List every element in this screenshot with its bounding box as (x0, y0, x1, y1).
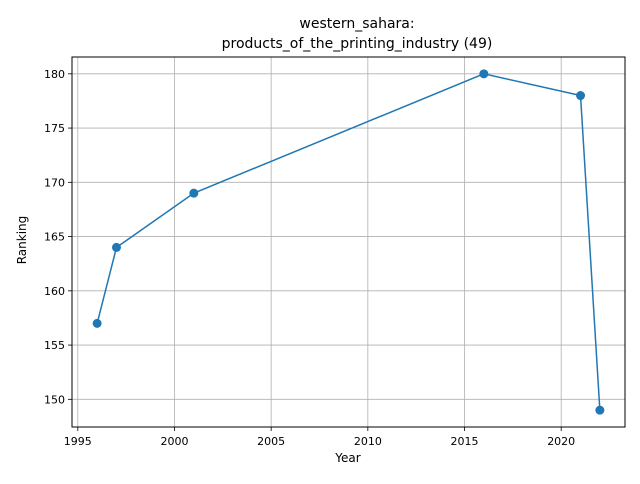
y-tick-label: 165 (44, 231, 65, 244)
series-line (96, 73, 601, 411)
y-axis-ticks: 150 155 160 165 170 175 180 (44, 68, 72, 406)
data-point (479, 69, 489, 79)
plot-frame (71, 56, 626, 428)
y-tick-label: 175 (44, 122, 65, 135)
x-tick-label: 2005 (257, 435, 285, 448)
data-point (189, 188, 199, 198)
chart-title-line2: products_of_the_printing_industry (49) (222, 36, 493, 52)
data-point (92, 318, 102, 328)
x-axis-label: Year (334, 451, 360, 465)
chart-title-line1: western_sahara: (299, 16, 414, 32)
x-tick-label: 1995 (64, 435, 92, 448)
y-tick-label: 150 (44, 393, 65, 406)
y-axis-label: Ranking (15, 216, 29, 265)
y-tick-label: 180 (44, 68, 65, 81)
x-tick-label: 2000 (160, 435, 188, 448)
x-axis-ticks: 1995 2000 2005 2010 2015 2020 (64, 427, 575, 448)
y-tick-label: 155 (44, 339, 65, 352)
y-tick-label: 170 (44, 176, 65, 189)
series-layer (92, 69, 605, 415)
x-tick-label: 2010 (354, 435, 382, 448)
y-tick-label: 160 (44, 285, 65, 298)
data-point (111, 242, 121, 252)
x-tick-label: 2020 (547, 435, 575, 448)
data-point (576, 91, 586, 101)
data-point (595, 405, 605, 415)
grid-lines (72, 57, 625, 427)
x-tick-label: 2015 (451, 435, 479, 448)
